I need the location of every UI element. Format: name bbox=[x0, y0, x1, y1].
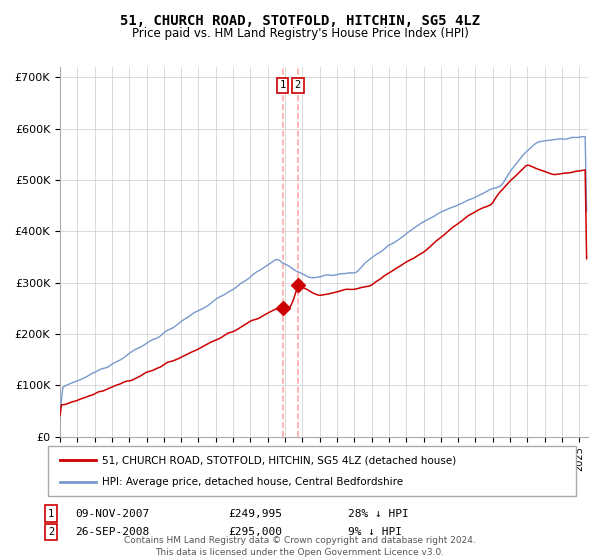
Text: 1: 1 bbox=[280, 80, 286, 90]
Text: 2: 2 bbox=[48, 527, 54, 537]
Text: 26-SEP-2008: 26-SEP-2008 bbox=[75, 527, 149, 537]
Text: 2: 2 bbox=[295, 80, 301, 90]
Text: £249,995: £249,995 bbox=[228, 508, 282, 519]
Text: 9% ↓ HPI: 9% ↓ HPI bbox=[348, 527, 402, 537]
Text: 51, CHURCH ROAD, STOTFOLD, HITCHIN, SG5 4LZ: 51, CHURCH ROAD, STOTFOLD, HITCHIN, SG5 … bbox=[120, 14, 480, 28]
Text: Price paid vs. HM Land Registry's House Price Index (HPI): Price paid vs. HM Land Registry's House … bbox=[131, 27, 469, 40]
Text: HPI: Average price, detached house, Central Bedfordshire: HPI: Average price, detached house, Cent… bbox=[102, 477, 403, 487]
Text: 28% ↓ HPI: 28% ↓ HPI bbox=[348, 508, 409, 519]
Text: Contains HM Land Registry data © Crown copyright and database right 2024.
This d: Contains HM Land Registry data © Crown c… bbox=[124, 536, 476, 557]
Text: 51, CHURCH ROAD, STOTFOLD, HITCHIN, SG5 4LZ (detached house): 51, CHURCH ROAD, STOTFOLD, HITCHIN, SG5 … bbox=[102, 455, 456, 465]
Text: £295,000: £295,000 bbox=[228, 527, 282, 537]
Text: 09-NOV-2007: 09-NOV-2007 bbox=[75, 508, 149, 519]
Text: 1: 1 bbox=[48, 508, 54, 519]
